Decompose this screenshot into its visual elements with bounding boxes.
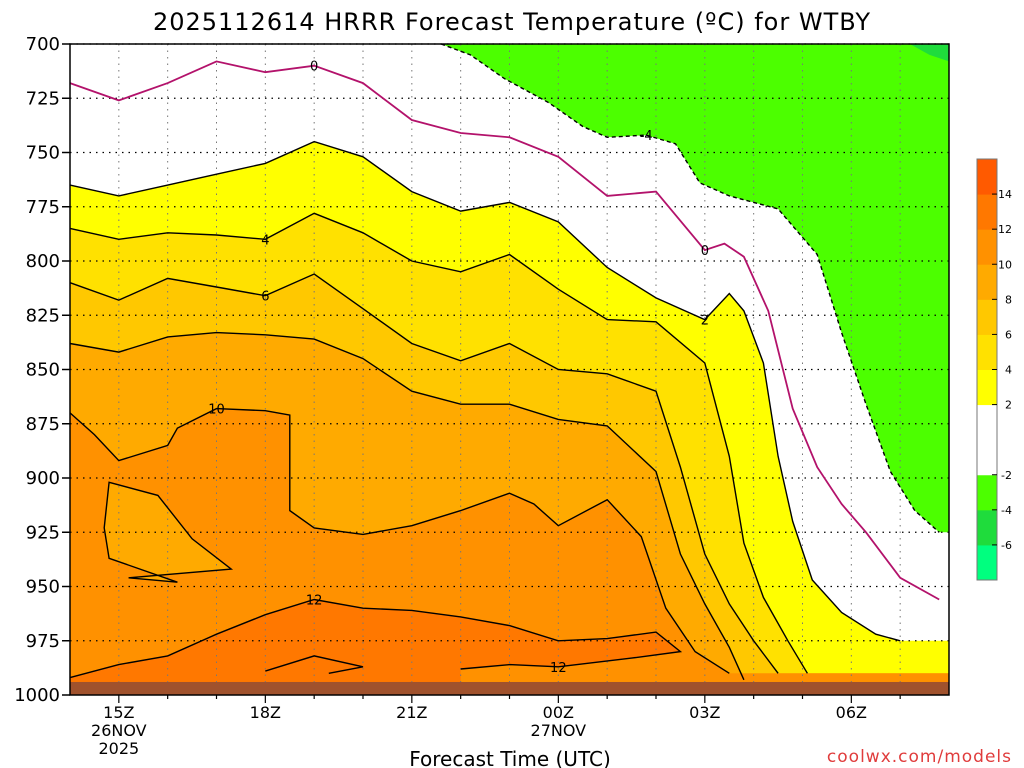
colorbar-label-minus6: -6 [1001,539,1012,552]
y-tick-label-700: 700 [26,34,60,55]
colorbar-label-2: 2 [1005,399,1012,412]
chart-title: 2025112614 HRRR Forecast Temperature (ºC… [153,8,871,36]
x-tick-label-00Z: 00Z [543,703,574,722]
colorbar-swatch-6 [977,334,997,370]
colorbar-label-4: 4 [1005,364,1012,377]
contour-label-1: -4 [640,129,653,144]
contour-label-3: 0 [701,244,709,259]
x-tick-year-2025: 2025 [98,739,139,758]
x-tick-date-26NOV: 26NOV [91,721,147,740]
colorbar-label-minus2: -2 [1001,469,1012,482]
y-tick-label-800: 800 [26,251,60,272]
colorbar-label-12: 12 [998,223,1012,236]
y-tick-label-875: 875 [26,414,60,435]
contour-label-0: 0 [310,60,318,75]
contour-12-8 [69,598,683,679]
y-tick-label-975: 975 [26,631,60,652]
contour-minus4-0 [440,43,940,533]
colorbar-label-8: 8 [1005,293,1012,306]
colorbar-swatch-8 [977,264,997,300]
x-tick-label-18Z: 18Z [250,703,281,722]
colorbar-swatch-3 [977,439,997,476]
contour-label-7: 12 [306,594,323,609]
x-axis-label: Forecast Time (UTC) [409,747,611,768]
colorbar-label-6: 6 [1005,328,1012,341]
colorbar-swatch-11 [977,159,997,195]
colorbar-label-10: 10 [998,258,1012,271]
y-tick-label-750: 750 [26,143,60,164]
contour-4-3 [69,212,809,674]
x-tick-label-15Z: 15Z [103,703,134,722]
y-tick-label-900: 900 [26,468,60,489]
y-tick-label-1000: 1000 [14,685,60,706]
colorbar-legend: -6 -4 -2 2 4 6 8 10 12 14 [976,158,1012,581]
colorbar-label-minus4: -4 [1001,504,1012,517]
x-tick-label-06Z: 06Z [836,703,867,722]
contour-lines [69,43,940,681]
colorbar-label-14: 14 [998,188,1012,201]
x-tick-label-21Z: 21Z [396,703,427,722]
colorbar-swatch-7 [977,299,997,335]
colorbar-swatch-4 [977,404,997,441]
band-minus6-minus4 [909,44,949,62]
y-tick-label-950: 950 [26,577,60,598]
contour-label-5: 2 [701,314,709,329]
contour-10-6 [69,407,730,674]
contour-label-8: 12 [550,661,567,676]
y-tick-label-825: 825 [26,305,60,326]
terrain-ground [70,681,949,695]
y-tick-label-775: 775 [26,197,60,218]
pressure-axis: 700 725 750 775 800 825 850 875 900 925 950 975 1000 [14,34,70,706]
terrain-fill [70,681,949,695]
contour-6-4 [69,273,779,674]
colorbar-swatch-9 [977,229,997,265]
colorbar-swatch-0 [977,544,997,581]
band-minus4-minus2 [441,44,949,533]
colorbar-swatch-5 [977,369,997,406]
x-tick-date-27NOV: 27NOV [531,721,587,740]
band-12-14 [70,599,681,685]
contour-12-9 [265,655,364,674]
x-tick-label-03Z: 03Z [689,703,720,722]
colorbar-swatch-1 [977,509,997,546]
y-tick-label-850: 850 [26,360,60,381]
y-tick-label-725: 725 [26,88,60,109]
contour-0-1 [69,60,940,601]
colorbar-swatch-10 [977,194,997,230]
contour-label-2: 4 [261,233,269,248]
contour-label-6: 10 [208,403,225,418]
contour-2-2 [69,140,901,642]
grid-lines [70,43,949,695]
y-tick-label-925: 925 [26,522,60,543]
source-credit: coolwx.com/models [827,747,1012,767]
contour-10-7 [103,481,234,583]
contour-label-4: 6 [261,290,269,305]
contour-labels: 0 -4 4 0 6 2 10 12 12 [208,60,709,676]
contour-8-5 [69,331,745,681]
colorbar-swatch-2 [977,474,997,511]
